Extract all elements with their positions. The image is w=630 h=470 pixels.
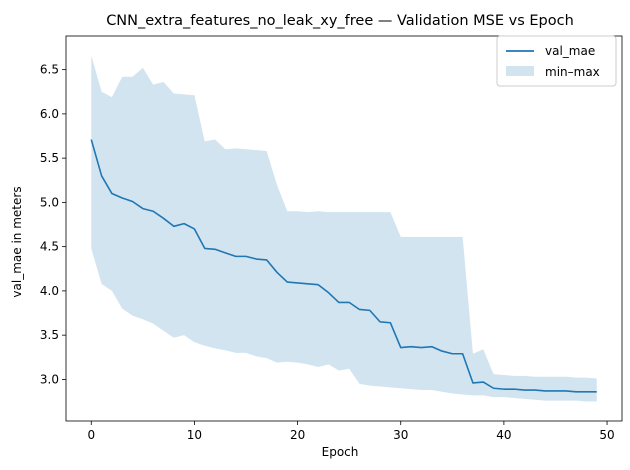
x-tick-label: 10 [187,428,202,442]
y-tick-label: 3.0 [40,372,59,386]
legend-label-val-mae: val_mae [545,44,595,58]
plot-frame [65,35,623,422]
legend-band-swatch [506,66,534,76]
y-tick-label: 4.5 [40,240,59,254]
y-tick-label: 5.5 [40,151,59,165]
series-line-val-mae [90,139,597,393]
chart-title: CNN_extra_features_no_leak_xy_free — Val… [106,13,574,29]
x-tick-label: 0 [87,428,95,442]
legend: val_mae min–max [496,35,617,87]
band-layer [91,55,597,402]
x-tick-label: 40 [496,428,511,442]
x-tick-label: 20 [290,428,305,442]
y-tick-label: 6.5 [40,63,59,77]
y-tick-label: 6.0 [40,107,59,121]
y-tick-label: 3.5 [40,328,59,342]
plot-area [65,35,623,422]
y-tick-label: 4.0 [40,284,59,298]
x-axis: 0 10 20 30 40 50 [87,421,615,442]
y-tick-label: 5.0 [40,195,59,209]
x-tick-label: 50 [599,428,614,442]
legend-label-min-max: min–max [545,65,600,79]
legend-box [496,35,617,87]
x-tick-label: 30 [393,428,408,442]
min-max-band [91,55,597,402]
y-axis: 3.0 3.5 4.0 4.5 5.0 5.5 6.0 6.5 [40,63,66,386]
x-axis-label: Epoch [322,445,359,459]
line-layer [90,139,597,393]
y-axis-label: val_mae in meters [10,186,24,297]
